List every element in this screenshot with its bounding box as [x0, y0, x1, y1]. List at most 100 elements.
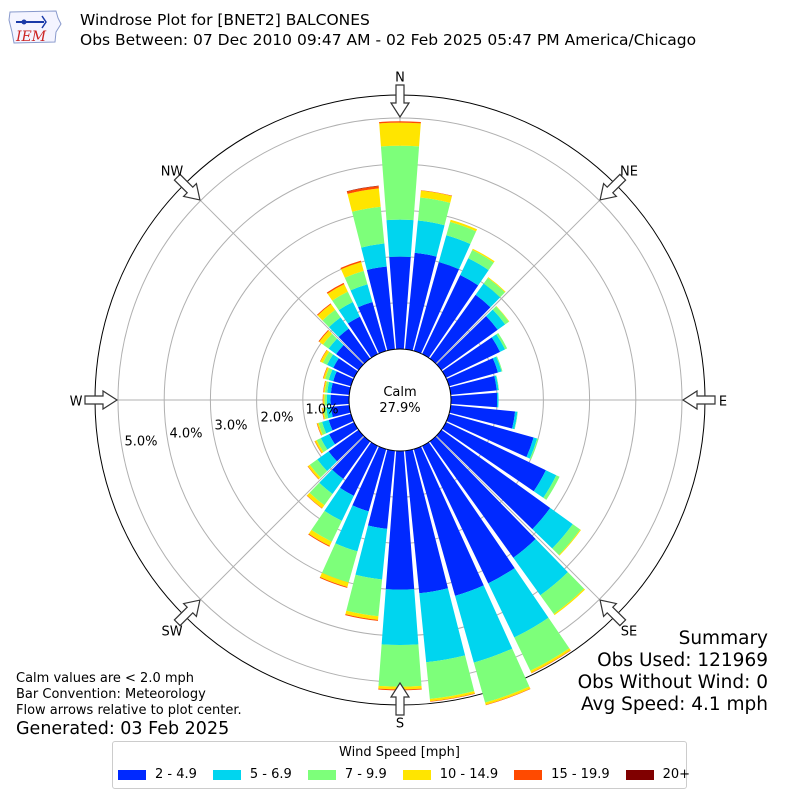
grid-spoke — [435, 183, 617, 365]
legend-item: 10 - 14.9 — [402, 767, 498, 782]
flow-arrow-icon — [389, 84, 411, 119]
direction-labels: N NE E SE S SW W NW — [70, 71, 728, 732]
bar-segment — [513, 539, 568, 596]
plot-notes: Calm values are < 2.0 mph Bar Convention… — [16, 671, 242, 719]
bar-segment — [496, 332, 508, 350]
direction-label: N — [395, 71, 405, 86]
title-line-2: Obs Between: 07 Dec 2010 09:47 AM - 02 F… — [80, 31, 697, 49]
bar-segment — [347, 316, 378, 358]
bar-segment — [450, 219, 478, 232]
flow-arrow-icon — [84, 389, 119, 411]
flow-arrows-note: Flow arrows relative to plot center. — [16, 703, 242, 718]
bar-segment — [420, 190, 452, 203]
bar-segment — [438, 235, 471, 270]
bar-segment — [486, 309, 506, 330]
legend-swatch — [307, 769, 336, 780]
direction-label: SE — [621, 625, 637, 640]
legend-swatch — [118, 769, 146, 780]
bar-segment — [308, 529, 332, 546]
legend-swatch — [625, 769, 654, 780]
bar-segment — [326, 282, 345, 294]
bar-segment — [446, 358, 499, 387]
bar-segment — [492, 306, 509, 325]
radial-tick-label: 1.0% — [305, 403, 338, 418]
bar-segment — [307, 464, 321, 480]
bar-segment — [381, 589, 419, 646]
bar-segment — [446, 221, 477, 245]
bar-segment — [436, 315, 498, 371]
bar-segment — [355, 525, 388, 580]
calm-note: Calm values are < 2.0 mph — [16, 671, 195, 686]
bar-segment — [338, 328, 371, 364]
bar-segment — [324, 394, 328, 406]
bar-segment — [417, 197, 451, 226]
bar-segment — [422, 274, 479, 358]
bar-segment — [332, 291, 353, 311]
bar-convention-note: Bar Convention: Meteorology — [16, 687, 206, 702]
calm-circle — [348, 348, 452, 452]
bar-segment — [530, 648, 571, 673]
bar-segment — [324, 381, 330, 393]
legend-title: Wind Speed [mph] — [339, 745, 460, 760]
bar-segment — [352, 446, 387, 512]
bar-segment — [340, 261, 364, 278]
bar-segment — [317, 451, 338, 472]
bar-segment — [314, 440, 322, 454]
bar-segment — [327, 284, 348, 301]
bar-segment — [446, 413, 534, 458]
bar-segment — [321, 420, 333, 434]
legend-item: 5 - 6.9 — [212, 767, 292, 782]
bar-segment — [326, 354, 339, 368]
bar-segment — [318, 421, 327, 435]
bar-segment — [420, 190, 453, 197]
bar-segment — [485, 686, 531, 705]
bar-segment — [385, 450, 415, 590]
bar-segment — [442, 337, 501, 378]
bar-segment — [532, 507, 573, 549]
bar-segment — [419, 588, 466, 663]
bar-segment — [323, 407, 329, 419]
summary-avg-speed: Avg Speed: 4.1 mph — [580, 694, 768, 715]
bar-segment — [333, 371, 354, 387]
bar-segment — [429, 294, 491, 364]
logo-text: IEM — [15, 29, 47, 45]
bar-segment — [488, 568, 549, 638]
grid-spoke — [183, 435, 365, 617]
legend-swatch — [514, 769, 543, 780]
bar-segment — [347, 188, 381, 212]
bar-segment — [496, 392, 499, 408]
flow-arrows — [84, 84, 716, 716]
flow-arrow-icon — [173, 599, 201, 627]
bar-segment — [473, 648, 530, 703]
bar-segment — [330, 394, 350, 406]
bar-segment — [494, 375, 499, 391]
bar-segment — [319, 349, 327, 362]
bar-segment — [328, 429, 364, 462]
iem-logo: IEM — [8, 10, 62, 45]
bar-segment — [379, 122, 421, 147]
bar-segment — [345, 614, 379, 621]
bar-segment — [344, 270, 368, 291]
bar-segment — [405, 252, 437, 351]
bar-segment — [422, 442, 515, 584]
summary-obs-used: Obs Used: 121969 — [597, 650, 768, 671]
generated-date: Generated: 03 Feb 2025 — [16, 719, 230, 739]
bar-segment — [306, 495, 323, 509]
bar-segment — [319, 469, 344, 494]
bar-segment — [413, 261, 460, 354]
bar-segment — [429, 436, 536, 558]
chart-title: Windrose Plot for [BNET2] BALCONES Obs B… — [80, 10, 696, 50]
bar-segment — [328, 317, 349, 338]
flow-arrow-icon — [389, 681, 411, 716]
radial-tick-label: 4.0% — [169, 427, 202, 442]
bar-segment — [322, 333, 338, 349]
flow-arrow-icon — [599, 173, 627, 201]
calm-label: Calm — [383, 385, 416, 400]
bar-segment — [414, 220, 445, 257]
summary-obs-without-wind: Obs Without Wind: 0 — [577, 672, 768, 693]
bar-segment — [311, 510, 342, 542]
bar-segment — [405, 449, 448, 594]
direction-label: E — [719, 395, 727, 410]
bar-segment — [361, 243, 387, 270]
bar-segment — [314, 440, 324, 454]
